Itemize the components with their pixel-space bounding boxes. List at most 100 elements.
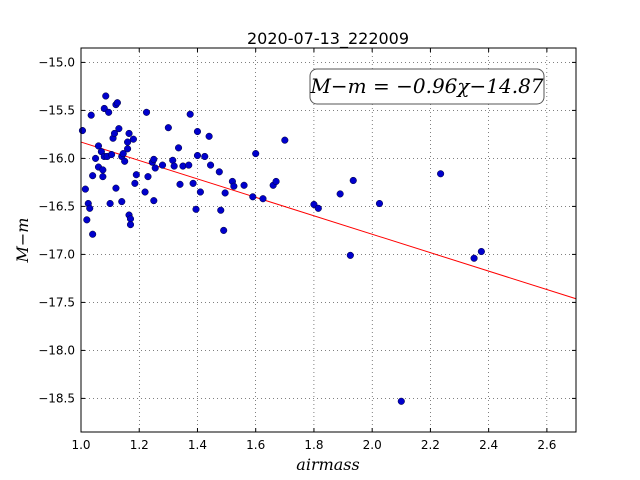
data-point [105, 108, 113, 116]
data-point [99, 173, 107, 181]
data-point [151, 164, 159, 172]
data-point [115, 125, 123, 133]
data-point [89, 230, 97, 238]
data-point [169, 156, 177, 164]
y-tick-label: −15.0 [38, 55, 75, 69]
x-tick-label: 1.0 [71, 438, 90, 452]
data-point [477, 247, 485, 256]
data-point [125, 129, 133, 137]
data-point [437, 170, 445, 178]
data-point [142, 108, 151, 116]
annotation-box [309, 68, 545, 105]
data-point [349, 176, 357, 185]
data-point [110, 129, 119, 137]
data-point [186, 110, 194, 118]
data-point [221, 189, 229, 197]
data-point [106, 199, 114, 208]
data-point [193, 127, 202, 136]
data-point [314, 204, 322, 212]
data-point [170, 162, 178, 170]
data-point [240, 181, 248, 189]
y-tick-label: −15.5 [38, 103, 75, 117]
data-point [174, 144, 183, 152]
data-point [259, 195, 267, 203]
data-point [99, 166, 107, 174]
y-tick-label: −18.0 [38, 343, 75, 357]
data-point [129, 135, 137, 143]
data-point [185, 161, 193, 169]
data-point [126, 221, 135, 229]
equation-annotation: M−m = −0.96χ−14.87 [309, 68, 545, 105]
x-axis-label: airmass [296, 455, 359, 474]
data-point [150, 155, 158, 163]
data-point [89, 172, 97, 180]
data-point [113, 99, 121, 107]
data-point [150, 197, 158, 205]
x-tick-label: 1.4 [188, 438, 207, 452]
data-point [121, 157, 129, 165]
data-point [470, 254, 478, 262]
data-point [215, 168, 223, 176]
data-point [86, 204, 94, 212]
data-point [124, 138, 132, 146]
data-point [176, 180, 184, 188]
data-point [131, 179, 139, 187]
data-point [179, 162, 187, 170]
x-tick-label: 1.2 [130, 438, 149, 452]
data-point [336, 190, 344, 198]
data-point [92, 154, 100, 162]
data-point [207, 161, 215, 169]
y-tick-label: −17.5 [38, 295, 75, 309]
data-point [205, 132, 213, 140]
data-point [118, 198, 126, 206]
data-point [141, 188, 149, 196]
annotation-text: M−m = −0.96χ−14.87 [309, 74, 543, 98]
data-point [124, 145, 132, 153]
data-point [83, 216, 91, 224]
data-point [192, 205, 200, 213]
x-tick-label: 1.8 [304, 438, 323, 452]
data-point [112, 184, 120, 192]
data-point [272, 177, 280, 185]
data-point [230, 182, 238, 190]
data-points [78, 92, 485, 405]
data-point [119, 150, 127, 158]
plot-area [81, 48, 576, 432]
data-point [249, 193, 257, 201]
plot-border [80, 47, 577, 433]
x-tick-label: 2.6 [537, 438, 556, 452]
data-point [252, 150, 260, 158]
y-tick-label: −17.0 [38, 247, 75, 261]
x-tick-label: 1.6 [246, 438, 265, 452]
x-tick-label: 2.2 [421, 438, 440, 452]
axis-ticks: 1.0 1.2 1.4 1.6 1.8 2.0 2.2 2.4 2.6 −15.0 −15.5 −16… [38, 48, 576, 452]
data-point [164, 124, 172, 132]
data-point [78, 127, 87, 135]
data-point [281, 136, 289, 144]
grid [80, 48, 576, 432]
chart-title: 2020-07-13_222009 [247, 29, 409, 49]
y-axis-label: M−m [13, 218, 32, 264]
data-point [220, 226, 228, 234]
data-point [87, 111, 95, 119]
data-point [102, 92, 110, 100]
data-point [94, 142, 103, 150]
data-point [217, 206, 225, 214]
data-point [375, 199, 384, 208]
y-tick-label: −18.5 [38, 391, 75, 405]
x-tick-label: 2.0 [363, 438, 382, 452]
y-tick-label: −16.0 [38, 151, 75, 165]
data-point [193, 151, 202, 160]
data-point [189, 179, 197, 187]
data-point [144, 173, 152, 181]
x-tick-label: 2.4 [479, 438, 498, 452]
data-point [201, 152, 209, 161]
data-point [346, 251, 354, 259]
data-point [397, 397, 405, 405]
data-point [108, 151, 116, 159]
data-point [196, 188, 204, 196]
y-tick-label: −16.5 [38, 199, 75, 213]
data-point [158, 161, 167, 169]
data-point [132, 171, 140, 179]
